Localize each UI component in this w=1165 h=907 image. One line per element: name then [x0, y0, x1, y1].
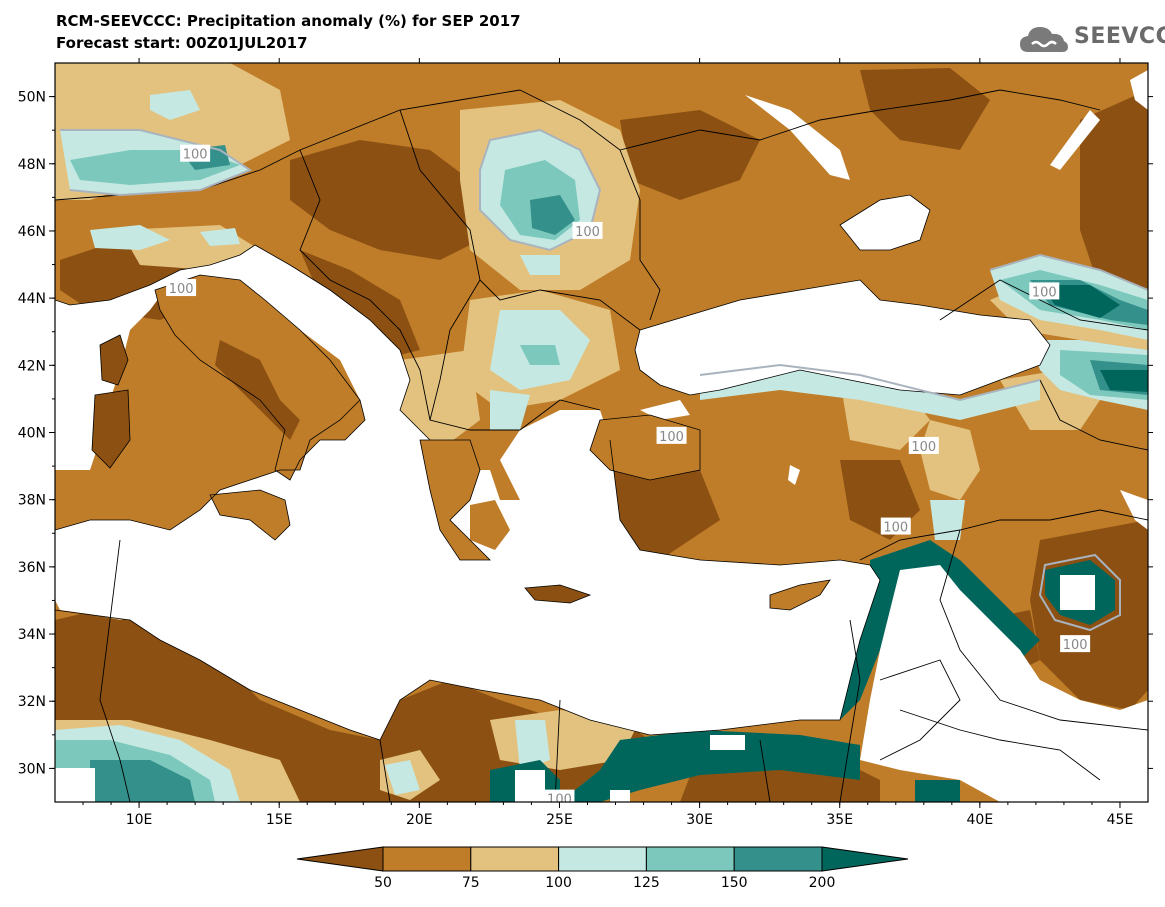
contour-label-bg	[908, 436, 939, 454]
title-line-2: Forecast start: 00Z01JUL2017	[56, 34, 308, 52]
black-sea	[635, 280, 1050, 395]
colorbar-label: 50	[374, 875, 392, 891]
lon-tick-label: 45E	[1107, 812, 1134, 828]
contour-label: 100	[1032, 285, 1057, 300]
contour-label-bg	[544, 789, 575, 802]
title-line-1: RCM-SEEVCCC: Precipitation anomaly (%) f…	[56, 12, 521, 30]
lon-tick-label: 35E	[826, 812, 853, 828]
lat-tick-label: 48N	[18, 157, 46, 173]
colorbar-label: 125	[633, 875, 660, 891]
colorbar-box	[645, 846, 735, 872]
sea-of-azov	[840, 195, 930, 250]
lat-tick-label: 44N	[18, 291, 46, 307]
lat-tick-label: 50N	[18, 90, 46, 106]
contour-label-bg	[180, 144, 211, 162]
country-borders	[55, 89, 1148, 802]
lon-tick-label: 25E	[546, 812, 573, 828]
contour-label: 100	[1063, 638, 1088, 653]
latitude-axis: 50N 48N 46N 44N 42N 40N 38N 36N 34N 32N 30N	[18, 90, 1153, 777]
colorbar-upper-extend	[821, 846, 909, 872]
lon-tick-label: 40E	[967, 812, 994, 828]
contour-label-bg	[572, 221, 603, 239]
contour-label: 100	[659, 430, 684, 445]
colorbar-label: 100	[545, 875, 572, 891]
contour-label: 100	[547, 793, 572, 808]
colorbar-label: 75	[462, 875, 480, 891]
colorbar-box	[733, 846, 823, 872]
lat-tick-label: 42N	[18, 358, 46, 374]
contour-label-group: 100 100 100 100 100 100 100 100 100	[166, 144, 1091, 808]
lat-tick-label: 46N	[18, 224, 46, 240]
lat-tick-label: 34N	[18, 627, 46, 643]
colorbar-lower-extend	[296, 846, 384, 872]
contour-label: 100	[183, 148, 208, 163]
lat-tick-label: 36N	[18, 560, 46, 576]
colorbar-box	[382, 846, 472, 872]
map-field: 100 100 100 100 100 100 100 100 100	[55, 63, 1148, 808]
lat-tick-label: 32N	[18, 694, 46, 710]
lat-tick-label: 30N	[18, 761, 46, 777]
contour-lines-100	[60, 128, 1148, 632]
contour-label: 100	[911, 440, 936, 455]
lon-tick-label: 30E	[686, 812, 713, 828]
colorbar-label: 200	[809, 875, 836, 891]
seevccc-logo: SEEVCCC	[1018, 22, 1165, 56]
contour-label-bg	[1060, 635, 1091, 653]
lat-tick-label: 40N	[18, 426, 46, 442]
colorbar: 50 75 100 125 150 200	[296, 846, 909, 891]
sea-of-marmara	[640, 400, 690, 420]
contour-label: 100	[883, 521, 908, 536]
contour-label-bg	[656, 426, 687, 444]
logo-text: SEEVCCC	[1074, 24, 1165, 49]
colorbar-box	[558, 846, 647, 872]
contour-label-bg	[880, 517, 911, 535]
no-data-regions	[55, 70, 1148, 802]
lat-tick-label: 38N	[18, 493, 46, 509]
contour-label: 100	[575, 225, 600, 240]
lon-tick-label: 10E	[126, 812, 153, 828]
colorbar-label: 150	[721, 875, 748, 891]
lon-tick-label: 15E	[266, 812, 293, 828]
lon-tick-label: 20E	[406, 812, 433, 828]
contour-label-bg	[166, 279, 197, 297]
cloud-icon	[1020, 27, 1068, 52]
colorbar-box	[470, 846, 560, 872]
contour-label: 100	[169, 282, 194, 297]
longitude-axis: 10E 15E 20E 25E 30E 35E 40E 45E	[82, 58, 1134, 828]
contour-label-bg	[1029, 282, 1060, 300]
coastlines	[55, 194, 1051, 741]
